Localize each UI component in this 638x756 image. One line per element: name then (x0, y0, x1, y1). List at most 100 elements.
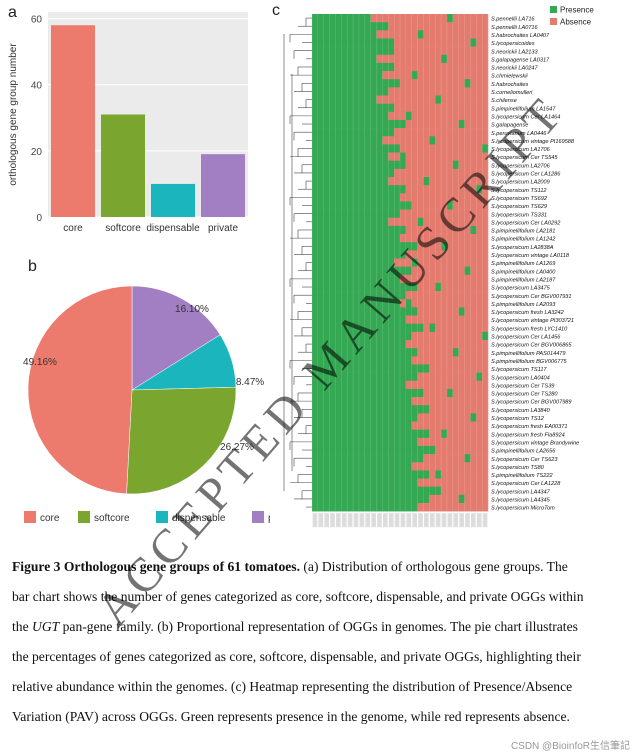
caption-gene: UGT (32, 619, 60, 634)
col-label (330, 513, 335, 528)
col-label (365, 513, 371, 528)
row-label: S.lycopersicum vintage Brandywine (491, 440, 579, 446)
figure-caption: Figure 3 Orthologous gene groups of 61 t… (12, 552, 584, 732)
col-label (406, 513, 412, 528)
row-label: S.lycopersicum TS117 (491, 367, 547, 373)
row-label: S.pimpinellifolium BGV006775 (491, 359, 567, 365)
pie-label-core: 49.16% (23, 357, 57, 368)
row-label: S.lycopersicum LA3475 (491, 286, 551, 292)
col-label (435, 513, 441, 528)
legend-swatch-core (24, 511, 36, 523)
row-label: S.pennellii LA716 (491, 17, 535, 23)
row-label: S.lycopersicoides (491, 41, 535, 47)
col-label (388, 513, 394, 528)
col-label (482, 513, 488, 528)
row-label: S.pimpinellifolium LA1269 (491, 261, 555, 267)
legend-swatch-private (252, 511, 264, 523)
row-label: S.lycopersicum TS629 (491, 204, 547, 210)
row-label: S.lycopersicum TS12 (491, 416, 545, 422)
row-label: S.chmielewskii (491, 74, 528, 80)
row-label: S.lycopersicum Cer BGV007931 (491, 294, 572, 300)
row-label: S.lycopersicum Cer TS545 (491, 155, 558, 161)
row-label: S.lycopersicum Cer TS39 (491, 383, 554, 389)
row-label: S.lycopersicum LA2009 (491, 180, 550, 186)
row-label: S.lycopersicum Cer BGV007989 (491, 400, 572, 406)
x-tick-label: softcore (105, 223, 141, 234)
caption-label: Figure 3 Orthologous gene groups of 61 t… (12, 559, 300, 574)
row-label: S.lycopersicum TS80 (491, 465, 545, 471)
legend-label-core: core (40, 513, 60, 524)
row-label: S.lycopersicum vintage PI303721 (491, 318, 574, 324)
col-label (353, 513, 359, 528)
row-label: S.neorickii LA0247 (491, 66, 539, 72)
col-label (359, 513, 365, 528)
row-label: S.lycopersicum LA4345 (491, 498, 551, 504)
row-label: S.galapagense (491, 123, 528, 129)
row-label: S.habrochaites LA0407 (491, 33, 550, 39)
row-label: S.lycopersicum fresh EA00371 (491, 424, 568, 430)
col-label (429, 513, 435, 528)
legend-swatch-softcore (78, 511, 90, 523)
row-label: S.pimpinellifolium LA2093 (491, 302, 556, 308)
bar-chart: 0 20 40 60 core softcore dispensable private ort… (8, 12, 248, 234)
bar-core (51, 25, 95, 218)
row-label: S.neorickii LA2133 (491, 49, 539, 55)
row-label: S.pimpinellifolium LA1547 (491, 106, 556, 112)
col-label (424, 513, 429, 528)
row-label: S.pimpinellifolium TS222 (491, 473, 553, 479)
row-label: S.lycopersicum LA3840 (491, 408, 551, 414)
row-label: S.lycopersicum fresh LYC1410 (491, 326, 568, 332)
row-label: S.lycopersicum fresh Fla8924 (491, 432, 565, 438)
row-label: S.lycopersicum Cer LA1286 (491, 172, 561, 178)
x-tick-label: core (63, 223, 83, 234)
col-label (324, 513, 329, 528)
pie-label-softcore: 26.27% (220, 442, 254, 453)
bar-dispensable (151, 183, 195, 217)
row-label: S.pimpinellifolium LA0400 (491, 269, 556, 275)
row-label: S.pimpinellifolium LA1242 (491, 237, 556, 243)
col-label (447, 513, 453, 528)
panel-letter-a: a (8, 4, 17, 21)
bar-private (201, 154, 245, 217)
row-label: S.pimpinellifolium LA2656 (491, 449, 556, 455)
legend-label-absence: Absence (560, 18, 592, 27)
heatmap-cells (311, 14, 489, 512)
x-tick-label: private (208, 223, 238, 234)
legend-swatch-absence (550, 18, 557, 25)
row-label: S.lycopersicum Cer LA1456 (491, 335, 561, 341)
row-label: S.lycopersicum TS331 (491, 212, 547, 218)
pie-slice-softcore (126, 386, 237, 495)
row-label: S.galapagense LA0317 (491, 57, 550, 63)
heatmap-panel: S.pennellii LA716 S.pennellii LA0716 S.hab… (278, 0, 638, 540)
row-label: S.lycopersicum TS112 (491, 188, 547, 194)
row-label: S.lycopersicum LA0404 (491, 375, 550, 381)
row-label: S.lycopersicum MicroTom (491, 506, 555, 512)
y-axis-label: orthologous gene group number (8, 43, 19, 186)
row-label: S.lycopersicum fresh LA3242 (491, 310, 565, 316)
pie-label-private: 16.10% (175, 304, 209, 315)
legend-label-softcore: softcore (94, 513, 130, 524)
footer-credit: CSDN @BioinfoR生信筆記 (510, 741, 630, 752)
pie-chart: 49.16% 26.27% 8.47% 16.10% core softcore dispe… (23, 285, 270, 524)
col-label (453, 513, 459, 528)
col-label (394, 513, 400, 528)
bar-softcore (101, 114, 145, 217)
pie-slice-private (131, 285, 221, 391)
y-tick-label: 60 (31, 15, 43, 26)
col-label (400, 513, 406, 528)
col-label (336, 513, 341, 528)
pie-label-dispensable: 8.47% (236, 377, 264, 388)
x-tick-label: dispensable (146, 223, 200, 234)
row-label: S.chilense (491, 98, 517, 104)
row-label: S.lycopersicum Cer LA0292 (491, 220, 561, 226)
row-label: S.lycopersicum LA2838A (491, 245, 554, 251)
row-label: S.lycopersicum Cer LA1228 (491, 481, 561, 487)
dendrogram (283, 17, 312, 508)
col-label (371, 513, 376, 528)
row-label: S.lycopersicum vintage PI169588 (491, 139, 575, 145)
legend-label-presence: Presence (560, 6, 594, 15)
col-label (341, 513, 347, 528)
row-label: S.pimpinellifolium LA2181 (491, 229, 555, 235)
row-label: S.lycopersicum vintage LA0118 (491, 253, 570, 259)
row-label: S.lycopersicum LA2706 (491, 163, 551, 169)
